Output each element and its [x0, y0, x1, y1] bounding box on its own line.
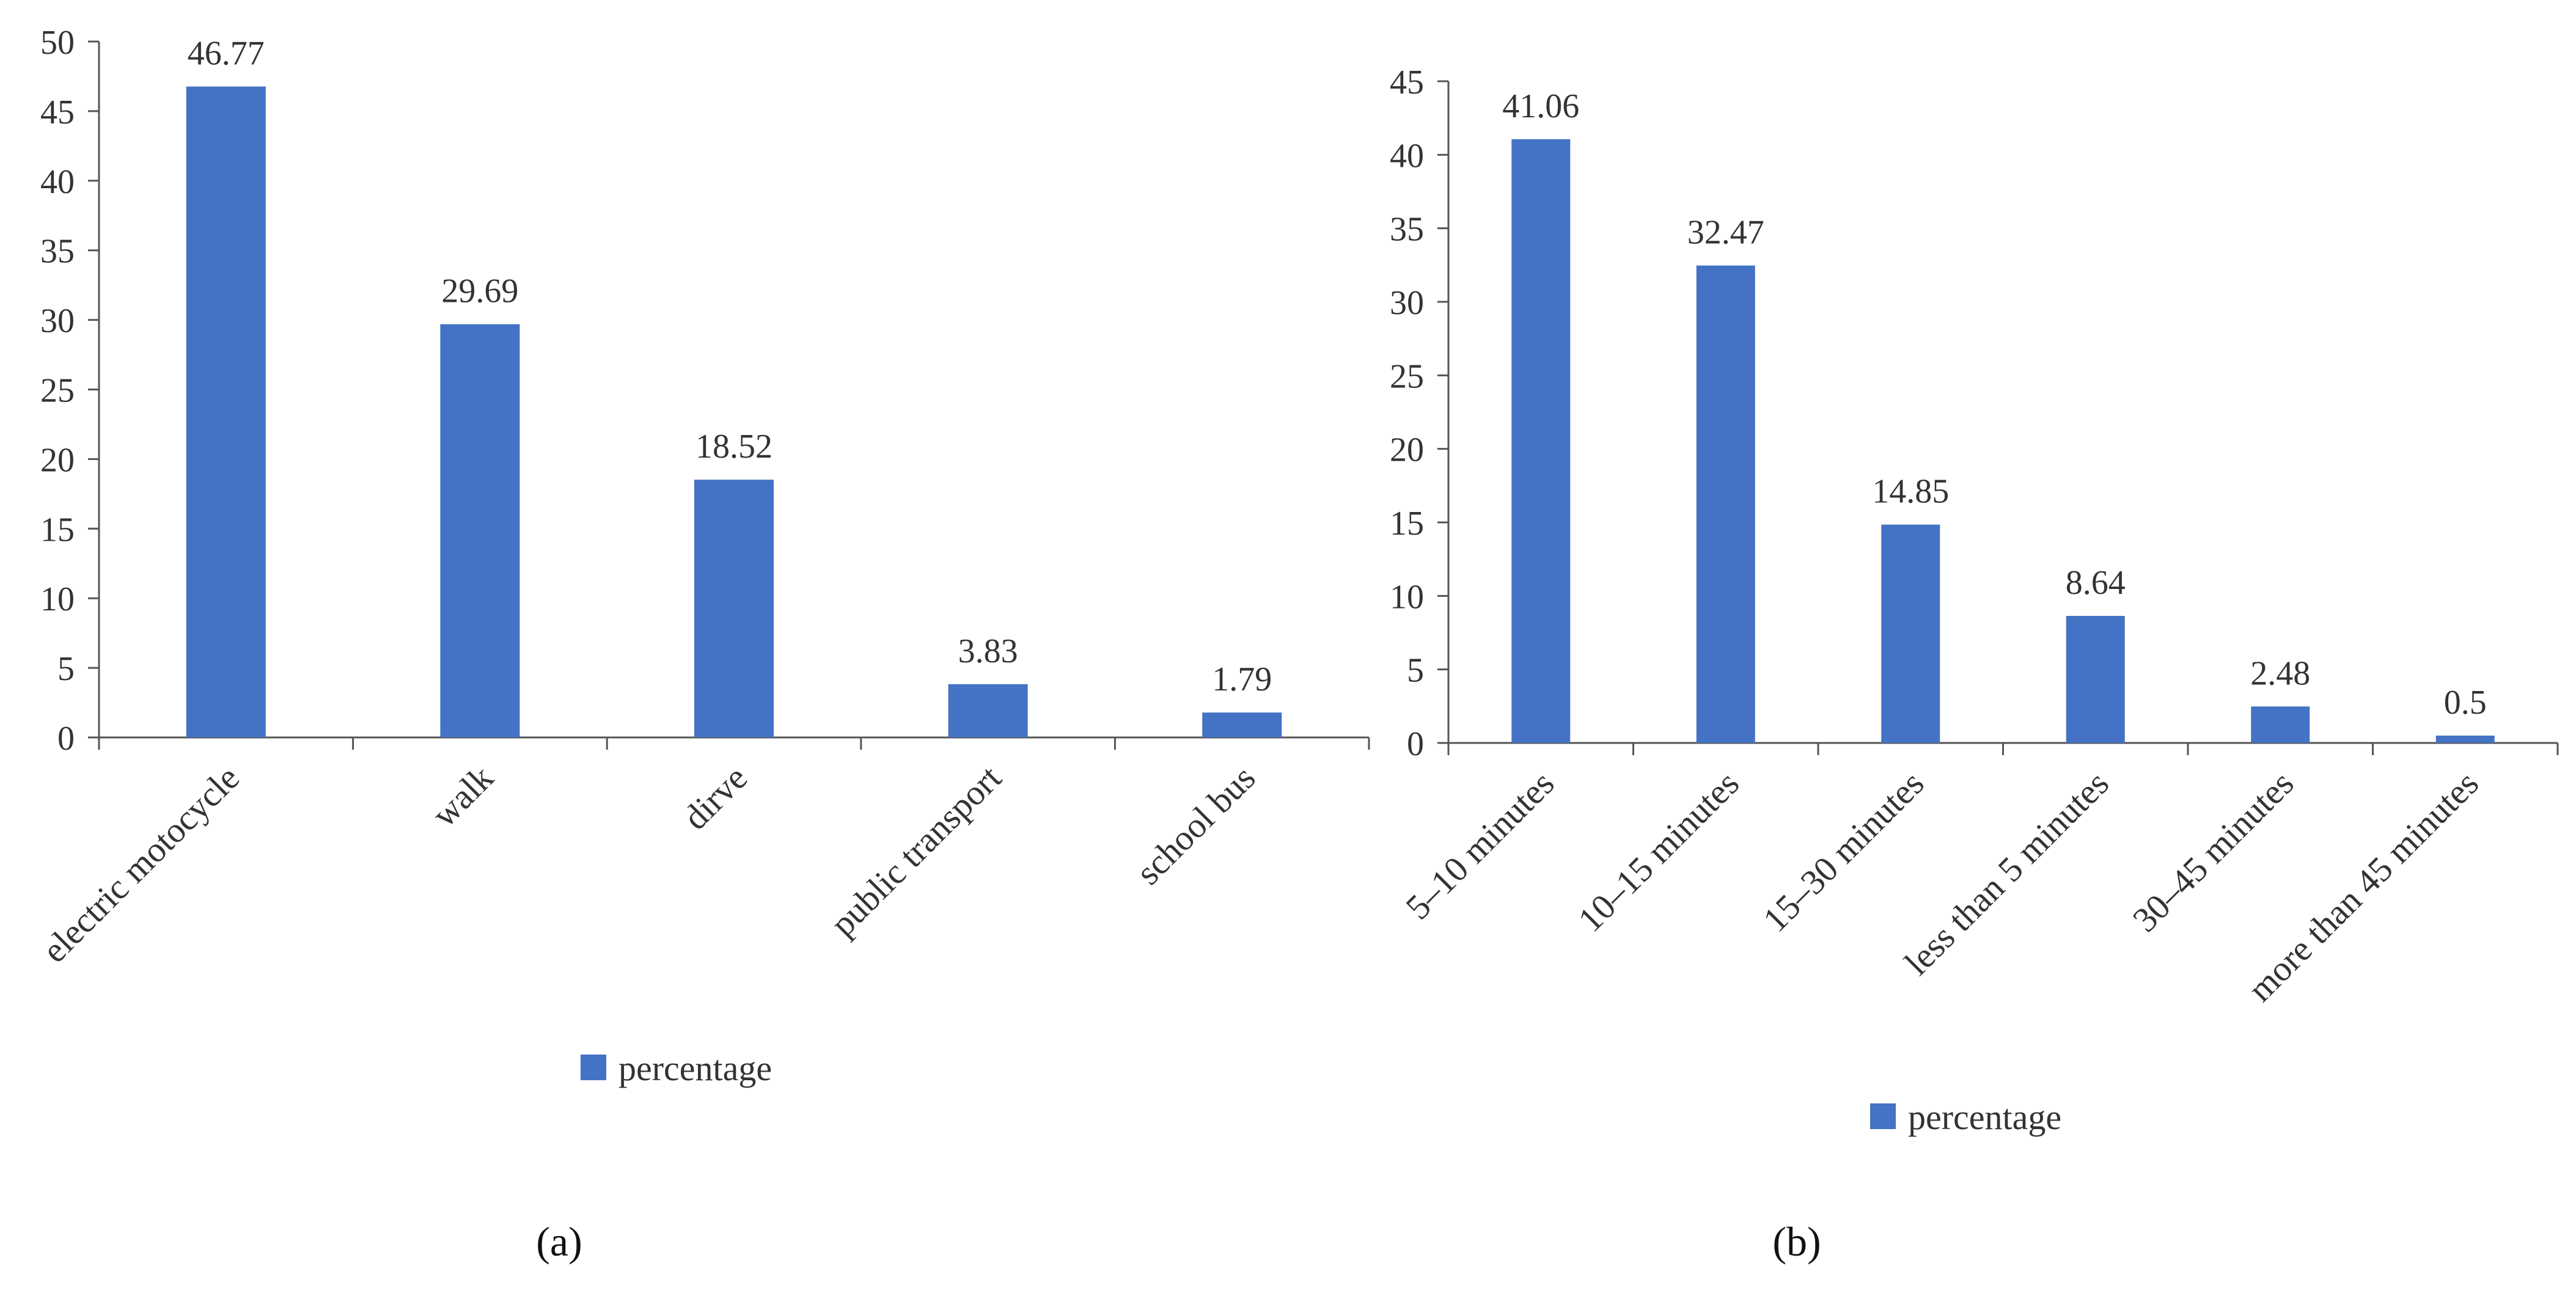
y-tick-label: 40: [1390, 137, 1424, 175]
y-tick-label: 15: [1390, 505, 1424, 543]
y-tick-label: 35: [1390, 211, 1424, 249]
y-tick-label: 5: [57, 650, 75, 688]
y-tick-label: 20: [40, 441, 75, 479]
bar: [440, 324, 520, 737]
y-tick-label: 35: [40, 233, 75, 271]
category-label: public transport: [823, 758, 1009, 944]
y-tick-label: 10: [40, 580, 75, 618]
category-label: dirve: [675, 758, 755, 837]
y-tick-label: 20: [1390, 431, 1424, 469]
legend-swatch: [581, 1055, 606, 1080]
category-label: less than 5 minutes: [1897, 763, 2116, 982]
category-label: walk: [424, 758, 501, 835]
data-label: 29.69: [441, 272, 518, 310]
y-tick-label: 45: [1390, 64, 1424, 101]
y-tick-label: 40: [40, 163, 75, 201]
bar: [948, 684, 1028, 737]
bar: [694, 480, 774, 737]
category-label: 30–45 minutes: [2125, 763, 2302, 940]
y-tick-label: 25: [1390, 357, 1424, 395]
category-label: 15–30 minutes: [1755, 763, 1932, 940]
legend-label: percentage: [1908, 1097, 2061, 1137]
bar: [186, 86, 266, 738]
data-label: 32.47: [1687, 214, 1764, 252]
data-label: 8.64: [2066, 564, 2126, 602]
y-tick-label: 30: [40, 302, 75, 340]
y-tick-label: 15: [40, 511, 75, 549]
y-tick-label: 30: [1390, 284, 1424, 322]
data-label: 0.5: [2444, 684, 2487, 722]
y-tick-label: 10: [1390, 578, 1424, 616]
chart-a: 0 5 10 15 20 25 30 35 40 45 50 46.77 electric motocy…: [34, 24, 1370, 1265]
data-label: 3.83: [958, 632, 1018, 670]
y-tick-label: 25: [40, 372, 75, 410]
chart-b: 0 5 10 15 20 25 30 35 40 45 41.06 5–10 minutes 32.47…: [1390, 64, 2559, 1265]
category-label: 10–15 minutes: [1570, 763, 1747, 940]
data-label: 41.06: [1502, 87, 1579, 125]
bar: [1696, 265, 1755, 744]
data-label: 18.52: [695, 428, 772, 466]
y-tick-label: 0: [1407, 725, 1424, 763]
bar: [1511, 139, 1571, 744]
bar: [2435, 735, 2495, 743]
category-label: electric motocycle: [34, 758, 247, 970]
legend-label: percentage: [618, 1048, 772, 1088]
bar: [2251, 706, 2310, 743]
bar: [1202, 712, 1282, 737]
bar: [1881, 524, 1940, 743]
y-tick-label: 50: [40, 24, 75, 62]
data-label: 1.79: [1212, 660, 1272, 698]
legend-swatch: [1870, 1103, 1896, 1129]
category-label: school bus: [1128, 758, 1263, 892]
category-label: 5–10 minutes: [1398, 763, 1561, 927]
panel-caption: (b): [1772, 1218, 1821, 1265]
y-tick-label: 0: [57, 720, 75, 758]
bar: [2066, 616, 2125, 743]
data-label: 2.48: [2250, 654, 2310, 692]
data-label: 14.85: [1872, 473, 1949, 511]
y-tick-label: 5: [1407, 652, 1424, 690]
data-label: 46.77: [188, 35, 265, 73]
panel-caption: (a): [536, 1218, 582, 1265]
y-tick-label: 45: [40, 93, 75, 131]
